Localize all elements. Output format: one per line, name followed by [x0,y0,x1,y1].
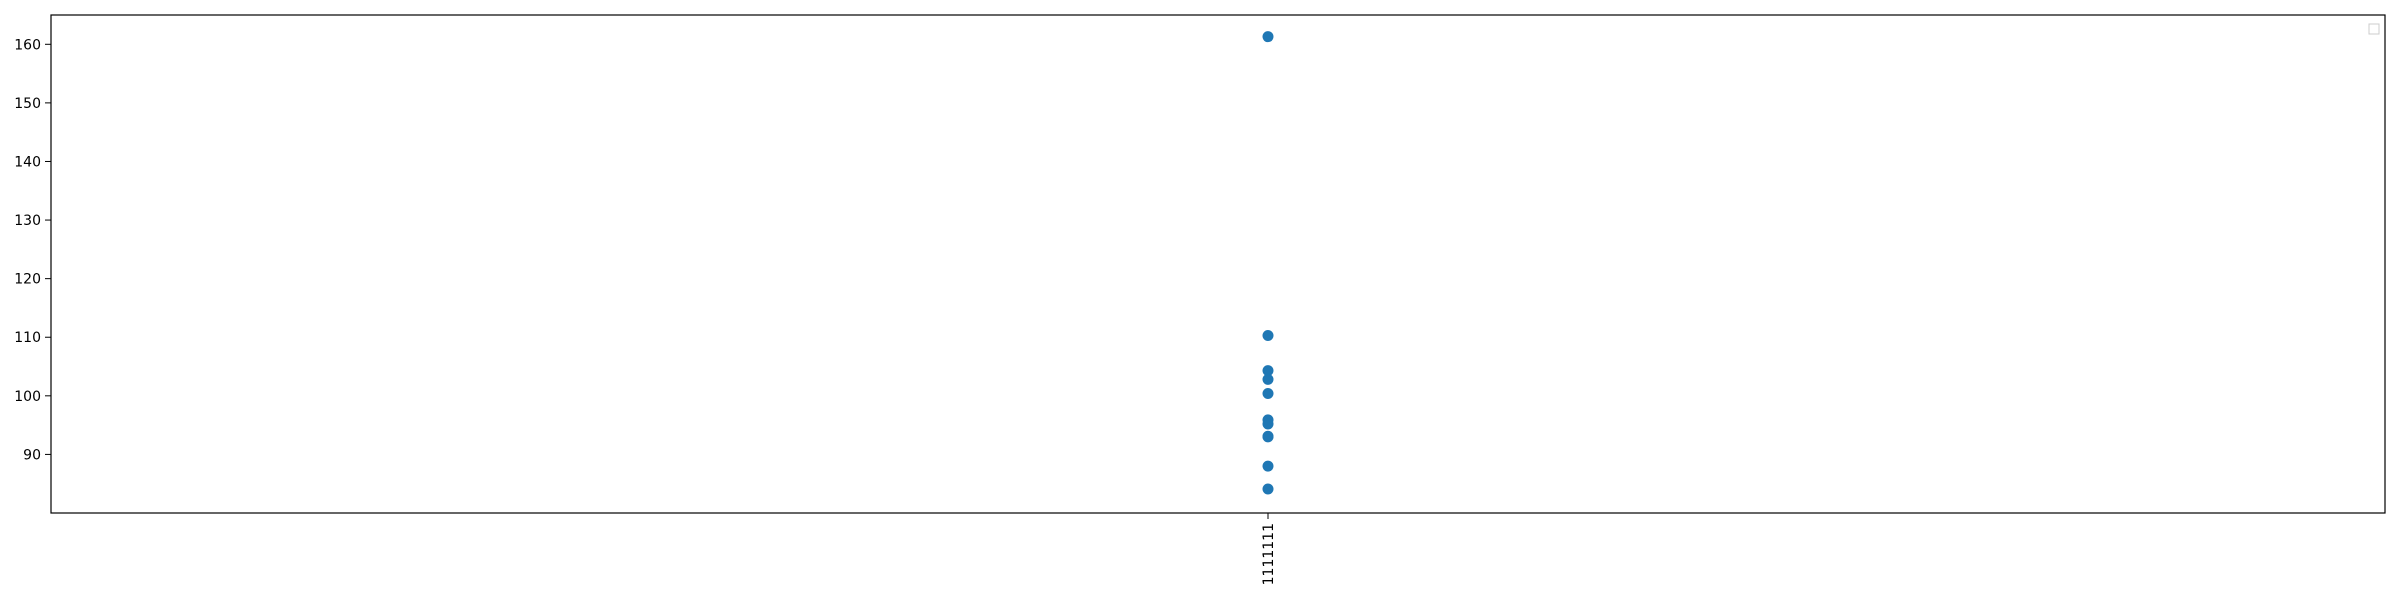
y-tick-label: 110 [14,330,41,346]
x-axis: 1111111 [1261,513,1277,585]
data-point [1262,483,1274,495]
data-point [1262,387,1274,399]
x-tick-label: 1111111 [1261,523,1277,585]
data-point [1262,365,1274,377]
data-point [1262,31,1274,43]
y-tick-label: 90 [23,447,41,463]
data-points [1262,31,1274,495]
plot-area [50,14,2386,514]
y-tick-label: 140 [14,154,41,170]
y-tick-label: 160 [14,37,41,53]
y-tick-label: 100 [14,389,41,405]
data-point [1262,460,1274,472]
data-point [1262,431,1274,443]
data-point [1262,418,1274,430]
legend-box [2368,23,2380,35]
data-point [1262,329,1274,341]
data-point [1262,373,1274,385]
y-tick-label: 120 [14,272,41,288]
y-tick-label: 130 [14,213,41,229]
y-axis: 90 100 110 120 130 140 150 160 [14,37,51,463]
y-tick-label: 150 [14,96,41,112]
